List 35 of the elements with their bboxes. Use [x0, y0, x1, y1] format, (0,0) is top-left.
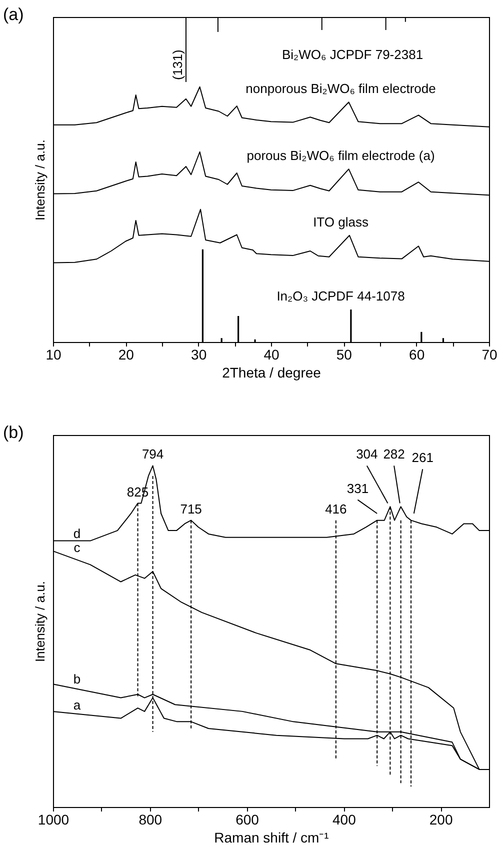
- x-tick-label: 600: [236, 812, 260, 828]
- chart-title: (a): [3, 5, 24, 24]
- series-label: d: [73, 526, 81, 541]
- x-axis-title: 2Theta / degree: [222, 364, 322, 380]
- annotation: 261: [412, 450, 434, 466]
- y-axis-title: Intensity / a.u.: [32, 581, 48, 662]
- x-tick-label: 30: [191, 346, 207, 362]
- x-tick-label: 20: [118, 346, 134, 362]
- annotation: 331: [346, 480, 369, 496]
- series-label: nonporous Bi₂WO₆ film electrode: [246, 81, 436, 96]
- series-label: ITO glass: [313, 214, 369, 230]
- annotation: 715: [180, 501, 202, 516]
- chart-title: (b): [3, 423, 24, 442]
- x-tick-label: 40: [264, 346, 280, 362]
- x-tick-label: 10: [46, 346, 62, 362]
- series-label: c: [74, 540, 81, 556]
- annotation: 794: [142, 446, 164, 462]
- x-axis-title: Raman shift / cm⁻¹: [214, 830, 330, 846]
- annotation: 416: [325, 501, 347, 516]
- annotation: 304: [356, 446, 378, 462]
- x-tick-label: 1000: [38, 812, 70, 828]
- y-axis-title: Intensity / a.u.: [32, 140, 48, 220]
- x-tick-label: 200: [429, 812, 453, 828]
- x-tick-label: 50: [336, 346, 352, 362]
- annotation: Bi₂WO₆ JCPDF 79-2381: [282, 47, 424, 62]
- x-tick-label: 800: [138, 812, 162, 828]
- series-label: In₂O₃ JCPDF 44-1078: [276, 288, 405, 304]
- series-label: b: [73, 671, 81, 686]
- x-tick-label: 60: [409, 346, 425, 362]
- annotation: (131): [170, 50, 185, 80]
- x-tick-label: 70: [482, 346, 498, 362]
- x-tick-label: 400: [332, 812, 356, 828]
- series-label: a: [73, 698, 82, 713]
- annotation: 282: [383, 446, 405, 462]
- series-label: porous Bi₂WO₆ film electrode (a): [246, 148, 435, 164]
